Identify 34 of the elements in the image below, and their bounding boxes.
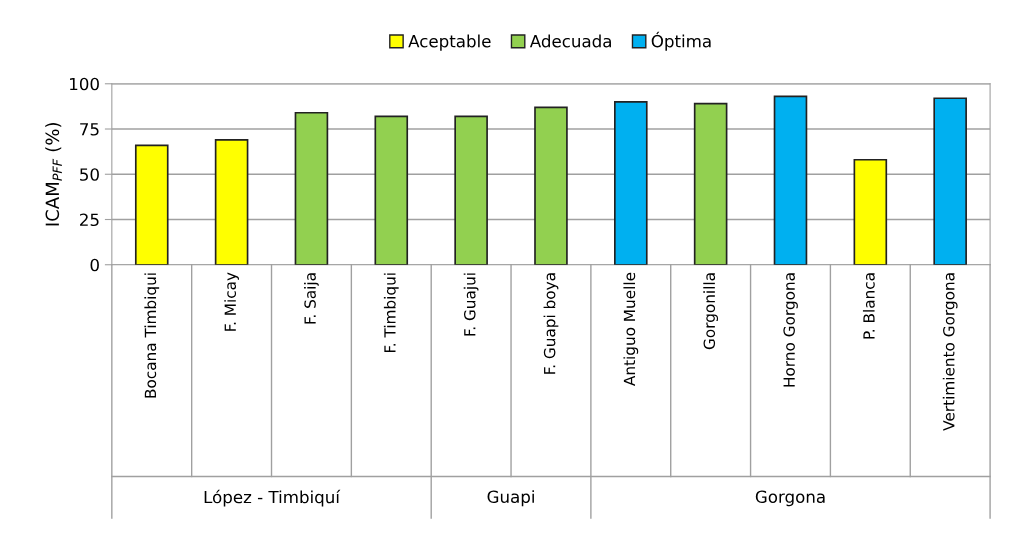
x-tick-label: Horno Gorgona xyxy=(783,273,798,387)
bar xyxy=(134,144,169,265)
y-tick-label: 0 xyxy=(90,258,99,272)
bar xyxy=(454,115,488,265)
y-tick-label: 25 xyxy=(80,213,99,227)
y-tick-label: 75 xyxy=(80,123,99,136)
legend-label: Óptima xyxy=(651,31,711,51)
text: Gorgona xyxy=(755,490,825,507)
x-tick-label: F. Timbiqui xyxy=(383,273,399,353)
bar xyxy=(614,101,648,265)
x-tick-label: Vertimiento Gorgona xyxy=(942,273,958,431)
bar xyxy=(693,102,728,265)
bar xyxy=(773,95,808,265)
y-tick-label: 50 xyxy=(80,168,99,181)
legend-label: Adecuada xyxy=(529,34,611,48)
x-tick-label: Antiguo Muelle xyxy=(623,272,639,386)
y-axis-title: ICAM$_{PFF}$ (%) xyxy=(45,123,62,226)
bar xyxy=(853,158,888,265)
bar xyxy=(294,111,329,265)
bar xyxy=(214,139,249,265)
legend-label: Aceptable xyxy=(408,34,491,51)
bar xyxy=(933,97,967,265)
text: López - Timbiquí xyxy=(204,489,341,507)
x-tick-label: Gorgonilla xyxy=(703,273,719,350)
x-tick-label: F. Saija xyxy=(304,273,319,324)
bar xyxy=(534,106,568,265)
bar xyxy=(374,115,409,265)
text: Guapi xyxy=(487,490,534,507)
x-tick-label: F. Micay xyxy=(224,272,239,331)
y-tick-label: 100 xyxy=(70,77,99,91)
x-tick-label: F. Guapi boya xyxy=(543,273,559,374)
x-tick-label: P. Blanca xyxy=(862,273,875,339)
x-tick-label: Bocana Timbiqui xyxy=(144,273,160,398)
x-tick-label: F. Guajui xyxy=(463,273,479,336)
